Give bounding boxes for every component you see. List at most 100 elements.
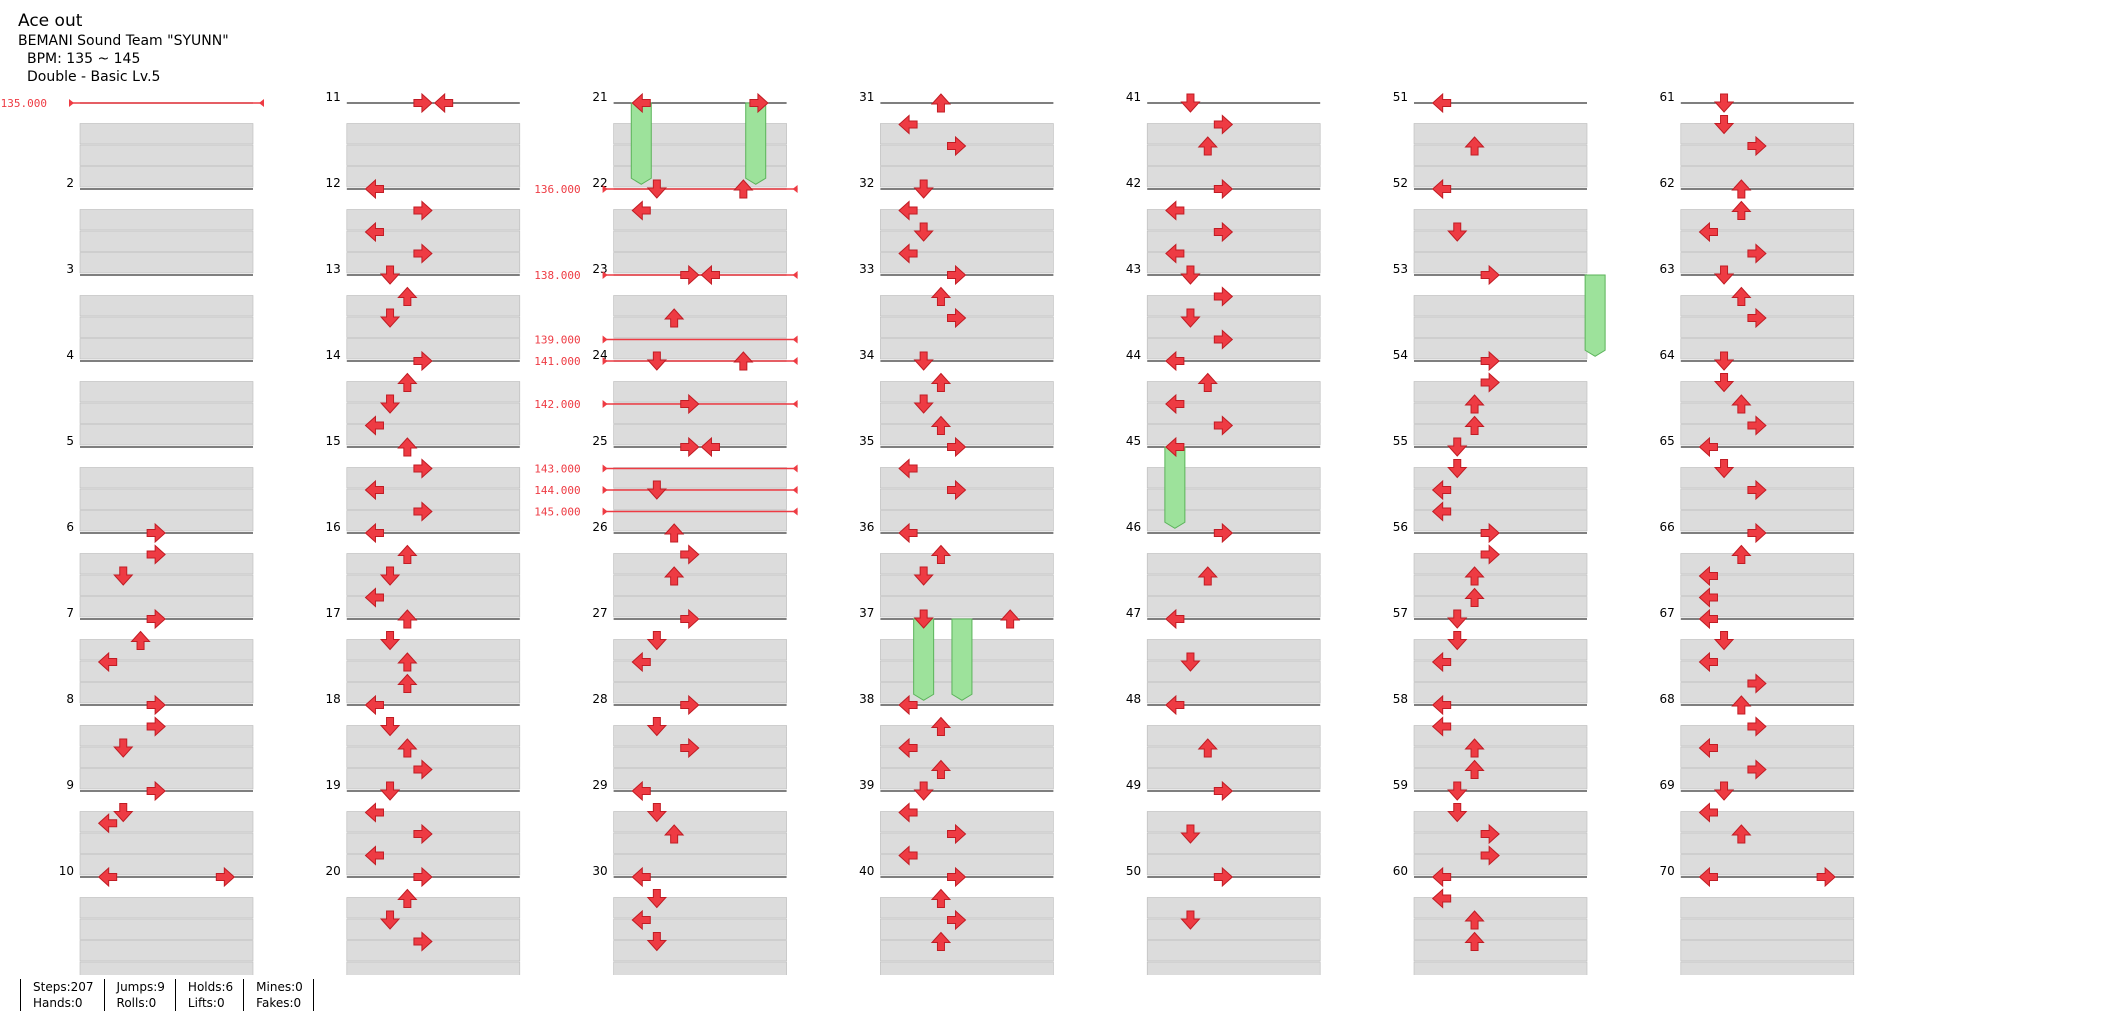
beat-band bbox=[1680, 295, 1855, 317]
beat-band bbox=[1146, 467, 1321, 489]
beat-band bbox=[880, 123, 1054, 145]
hold-body bbox=[951, 618, 973, 701]
beat-band bbox=[1146, 897, 1321, 919]
arrow-note bbox=[913, 394, 934, 414]
beat-band bbox=[79, 768, 254, 790]
arrow-shape bbox=[1713, 265, 1735, 285]
beat-band bbox=[1413, 854, 1588, 876]
arrow-shape bbox=[1447, 437, 1468, 457]
measure-number: 38 bbox=[859, 692, 874, 706]
arrow-note bbox=[413, 759, 433, 780]
beat-band bbox=[79, 832, 254, 854]
arrow-shape bbox=[1480, 372, 1500, 393]
arrow-shape bbox=[146, 780, 166, 802]
beat-band bbox=[346, 338, 521, 360]
beat-band bbox=[1146, 553, 1321, 575]
arrow-shape bbox=[97, 813, 118, 834]
arrow-note bbox=[1431, 479, 1452, 501]
beat-band bbox=[880, 746, 1054, 768]
arrow-note bbox=[1431, 501, 1452, 522]
arrow-shape bbox=[1731, 824, 1752, 844]
beat-band bbox=[346, 510, 521, 532]
beat-band bbox=[346, 768, 521, 790]
arrow-note bbox=[1698, 587, 1718, 608]
measure-number: 6 bbox=[66, 520, 74, 534]
arrow-shape bbox=[379, 910, 401, 930]
beat-band bbox=[880, 768, 1054, 790]
measure-number: 35 bbox=[859, 434, 874, 448]
measure-number: 33 bbox=[859, 262, 874, 276]
arrow-shape bbox=[898, 802, 918, 823]
arrow-shape bbox=[680, 544, 700, 565]
beat-band bbox=[880, 316, 1054, 338]
beat-band bbox=[79, 510, 254, 532]
arrow-shape bbox=[413, 200, 433, 221]
arrow-note bbox=[898, 200, 918, 221]
arrow-shape bbox=[631, 92, 651, 114]
arrow-shape bbox=[397, 738, 418, 758]
beat-band bbox=[1680, 230, 1855, 252]
beat-band bbox=[613, 961, 787, 975]
arrow-note bbox=[913, 781, 934, 801]
beat-band bbox=[1146, 596, 1321, 618]
measure-number: 5 bbox=[66, 434, 74, 448]
arrow-note bbox=[113, 566, 134, 586]
arrow-note bbox=[1480, 350, 1500, 372]
arrow-note bbox=[930, 286, 952, 306]
beat-band bbox=[1146, 918, 1321, 940]
hold-body bbox=[745, 102, 767, 185]
arrow-note bbox=[1180, 265, 1201, 285]
arrow-shape bbox=[898, 522, 918, 544]
arrow-shape bbox=[680, 737, 700, 759]
arrow-shape bbox=[413, 501, 433, 522]
arrow-shape bbox=[680, 436, 700, 458]
beat-band bbox=[346, 316, 521, 338]
arrow-note bbox=[930, 759, 952, 779]
beat-band bbox=[613, 316, 787, 338]
beat-band bbox=[346, 961, 521, 975]
arrow-note bbox=[1480, 544, 1500, 565]
arrow-note bbox=[1747, 243, 1767, 264]
beat-band bbox=[1146, 166, 1321, 188]
arrow-note bbox=[1197, 738, 1218, 758]
arrow-note bbox=[646, 179, 667, 199]
beat-band bbox=[1680, 682, 1855, 704]
arrow-note bbox=[1747, 673, 1767, 694]
arrow-note bbox=[130, 630, 151, 650]
arrow-shape bbox=[413, 92, 433, 114]
arrow-shape bbox=[1747, 759, 1767, 780]
arrow-shape bbox=[397, 888, 418, 908]
arrow-shape bbox=[379, 566, 401, 586]
arrow-note bbox=[700, 436, 720, 458]
arrow-shape bbox=[1731, 695, 1752, 715]
arrow-shape bbox=[397, 544, 418, 564]
arrow-note bbox=[1698, 802, 1718, 823]
arrow-note bbox=[1447, 437, 1468, 457]
arrow-shape bbox=[1431, 178, 1452, 200]
arrow-shape bbox=[1180, 265, 1201, 285]
arrow-shape bbox=[1464, 587, 1485, 607]
bpm-marker-left bbox=[602, 271, 608, 279]
arrow-shape bbox=[1213, 114, 1234, 135]
arrow-shape bbox=[1447, 803, 1468, 823]
arrow-shape bbox=[930, 93, 952, 113]
arrow-shape bbox=[1447, 459, 1468, 479]
arrow-note bbox=[930, 372, 952, 392]
arrow-note bbox=[733, 179, 754, 199]
arrow-note bbox=[1713, 93, 1735, 113]
bpm-marker-right bbox=[792, 400, 798, 408]
arrow-shape bbox=[1698, 737, 1718, 759]
arrow-note bbox=[1731, 394, 1752, 414]
arrow-shape bbox=[364, 522, 384, 544]
arrow-shape bbox=[1698, 866, 1718, 888]
arrow-note bbox=[364, 694, 384, 716]
arrow-note bbox=[1713, 373, 1735, 393]
arrow-shape bbox=[749, 92, 769, 114]
bpm-marker-right bbox=[792, 271, 798, 279]
arrow-shape bbox=[1713, 373, 1735, 393]
arrow-shape bbox=[1698, 802, 1718, 823]
arrow-shape bbox=[1197, 566, 1218, 586]
beat-band bbox=[1146, 424, 1321, 446]
arrow-shape bbox=[1165, 436, 1185, 458]
arrow-note bbox=[146, 522, 166, 544]
